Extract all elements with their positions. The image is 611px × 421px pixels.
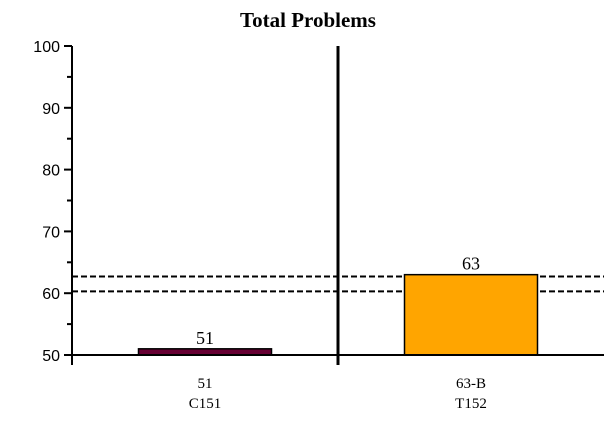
plot-area: 51 63 50 60 70 80 90 100 51 C151 63-B T152 <box>33 39 604 412</box>
category-label-line2: T152 <box>455 396 487 412</box>
chart-title: Total Problems <box>240 8 376 32</box>
y-tick-label: 60 <box>42 286 60 303</box>
y-tick-label: 90 <box>42 101 60 118</box>
category-label-line1: 51 <box>198 376 213 392</box>
y-tick-label: 50 <box>42 348 60 365</box>
bar-2 <box>403 273 539 356</box>
y-tick-label: 70 <box>42 224 60 241</box>
data-label-2: 63 <box>462 254 480 274</box>
y-tick-label: 100 <box>33 39 60 56</box>
data-label-1: 51 <box>196 328 214 348</box>
y-tick-label: 80 <box>42 163 60 180</box>
category-label-line2: C151 <box>189 396 222 412</box>
category-label-line1: 63-B <box>456 376 486 392</box>
